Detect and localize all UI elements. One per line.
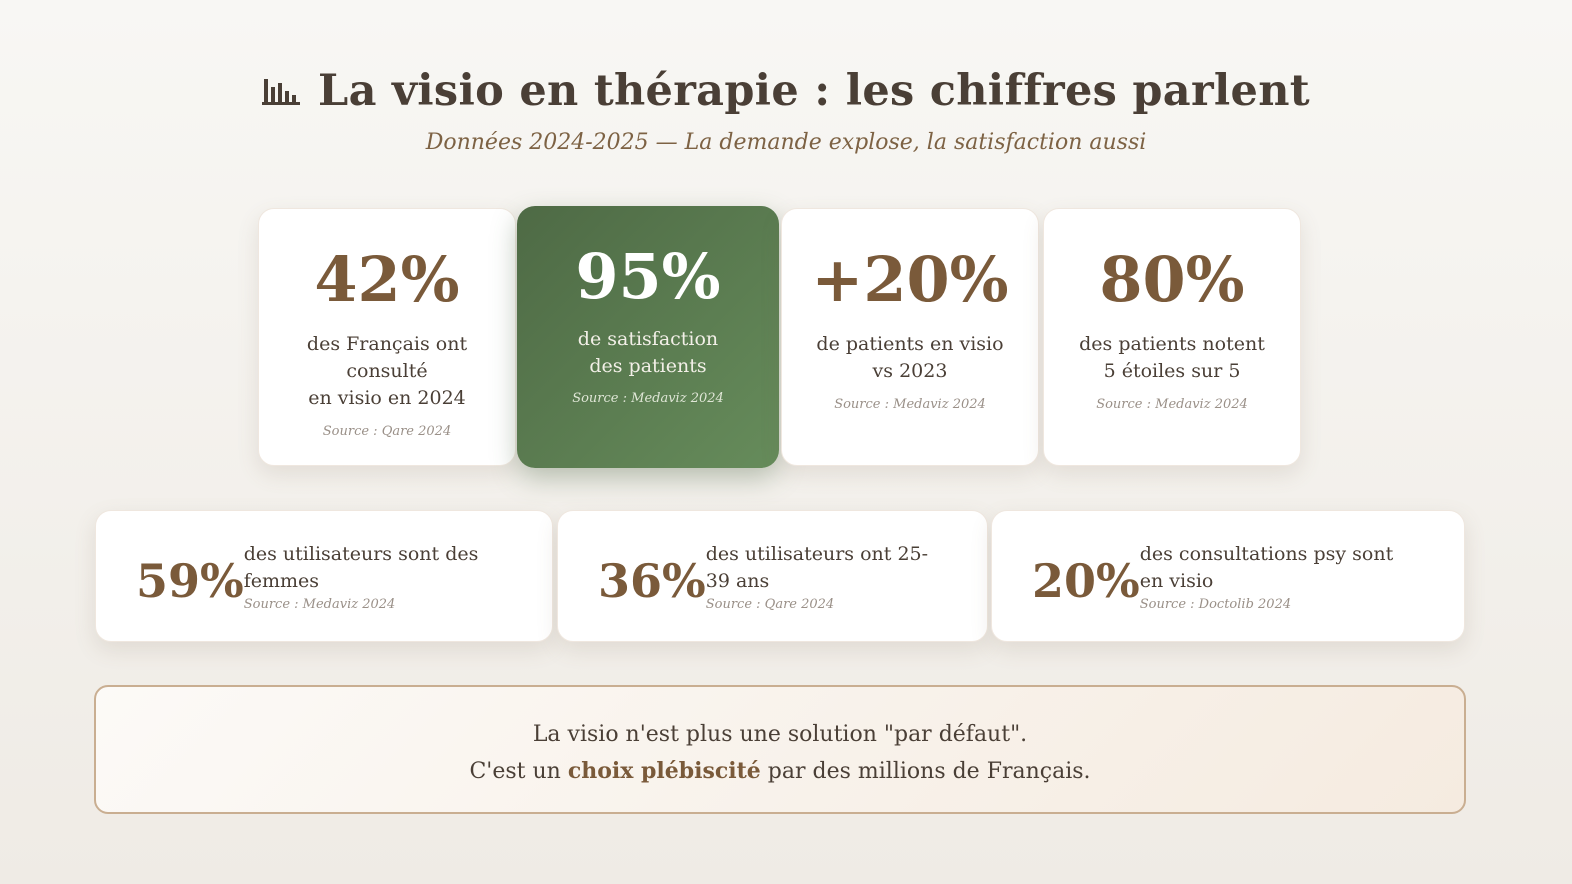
stat-description: de satisfaction des patients xyxy=(517,326,779,380)
stat-source: Source : Medaviz 2024 xyxy=(572,391,724,406)
desc-line: consulté xyxy=(346,360,428,382)
stat-value: 20% xyxy=(1032,554,1140,608)
stat-card-women-users: 59% des utilisateurs sont des femmes Sou… xyxy=(95,510,553,642)
desc-line: vs 2023 xyxy=(872,360,948,382)
conclusion-highlight: choix plébiscité xyxy=(567,758,761,784)
stat-source: Source : Medaviz 2024 xyxy=(1096,397,1248,412)
desc-line: 39 ans xyxy=(705,570,770,592)
stat-source: Source : Qare 2024 xyxy=(322,424,452,439)
stat-source: Source : Medaviz 2024 xyxy=(243,597,396,612)
conclusion-line-2: C'est un choix plébiscité par des millio… xyxy=(96,753,1464,790)
stat-description: des consultations psy sont en visio xyxy=(1140,541,1393,595)
stat-value: +20% xyxy=(811,243,1009,316)
stat-text: des consultations psy sont en visio Sour… xyxy=(1140,541,1393,612)
page-title: La visio en thérapie : les chiffres parl… xyxy=(318,66,1310,116)
desc-line: des Français ont xyxy=(306,333,468,355)
stat-source: Source : Medaviz 2024 xyxy=(834,397,986,412)
bar-chart-icon xyxy=(262,79,301,105)
desc-line: de satisfaction xyxy=(577,328,719,350)
title-row: La visio en thérapie : les chiffres parl… xyxy=(0,66,1572,116)
desc-line: des utilisateurs sont des xyxy=(243,543,479,565)
conclusion-text: par des millions de Français. xyxy=(760,759,1091,784)
desc-line: en visio en 2024 xyxy=(308,387,466,409)
stat-card-french-consulted: 42% des Français ont consulté en visio e… xyxy=(258,208,516,466)
stat-source: Source : Qare 2024 xyxy=(705,597,835,612)
desc-line: des utilisateurs ont 25- xyxy=(705,543,929,565)
header: La visio en thérapie : les chiffres parl… xyxy=(0,66,1572,155)
stat-value: 36% xyxy=(598,554,706,608)
stat-card-patients-growth: +20% de patients en visio vs 2023 Source… xyxy=(781,208,1039,466)
desc-line: de patients en visio xyxy=(816,333,1004,355)
stat-value: 95% xyxy=(575,240,721,313)
stat-card-psy-consultations: 20% des consultations psy sont en visio … xyxy=(991,510,1465,642)
stat-description: des patients notent 5 étoiles sur 5 xyxy=(1044,331,1300,385)
stat-text: des utilisateurs sont des femmes Source … xyxy=(244,541,479,612)
desc-line: en visio xyxy=(1139,570,1214,592)
desc-line: femmes xyxy=(243,570,320,592)
desc-line: des patients xyxy=(589,355,707,377)
stat-description: des utilisateurs ont 25- 39 ans xyxy=(706,541,928,595)
stat-value: 42% xyxy=(314,243,460,316)
stat-description: de patients en visio vs 2023 xyxy=(782,331,1038,385)
stat-value: 80% xyxy=(1099,243,1245,316)
stat-value: 59% xyxy=(136,554,244,608)
page-subtitle: Données 2024-2025 — La demande explose, … xyxy=(425,130,1147,155)
desc-line: 5 étoiles sur 5 xyxy=(1103,360,1241,382)
stat-source: Source : Doctolib 2024 xyxy=(1139,597,1292,612)
stat-description: des Français ont consulté en visio en 20… xyxy=(259,331,515,412)
stat-card-satisfaction: 95% de satisfaction des patients Source … xyxy=(517,206,779,468)
conclusion-line-1: La visio n'est plus une solution "par dé… xyxy=(532,722,1028,747)
stat-text: des utilisateurs ont 25- 39 ans Source :… xyxy=(706,541,928,612)
desc-line: des patients notent xyxy=(1079,333,1265,355)
stat-description: des utilisateurs sont des femmes xyxy=(244,541,479,595)
conclusion-box: La visio n'est plus une solution "par dé… xyxy=(94,685,1466,814)
desc-line: des consultations psy sont xyxy=(1139,543,1394,565)
stat-card-five-stars: 80% des patients notent 5 étoiles sur 5 … xyxy=(1043,208,1301,466)
conclusion-text: C'est un xyxy=(469,759,568,784)
stat-card-age-users: 36% des utilisateurs ont 25- 39 ans Sour… xyxy=(557,510,988,642)
